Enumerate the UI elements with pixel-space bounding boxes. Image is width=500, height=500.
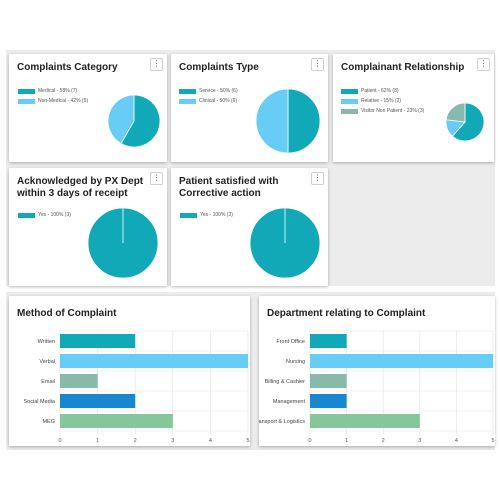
bar[interactable] — [310, 374, 347, 388]
pie-slice[interactable] — [287, 88, 321, 154]
bar[interactable] — [60, 334, 136, 348]
chart-legend: Service - 50% (6) Clinical - 50% (6) — [179, 86, 238, 106]
card-menu-button[interactable]: ⋮ — [150, 58, 163, 71]
card-menu-button[interactable]: ⋮ — [477, 58, 490, 71]
bar[interactable] — [310, 334, 347, 348]
card-title: Method of Complaint — [17, 308, 117, 319]
legend-item: Visitor Non Patient - 23% (3) — [341, 106, 424, 116]
pie-chart — [255, 88, 321, 154]
category-label: Transport & Logistics — [259, 419, 305, 425]
legend-item: Yes - 100% (3) — [18, 210, 71, 220]
card-title: Complaints Type — [179, 62, 259, 73]
bar[interactable] — [310, 354, 493, 368]
card-title: Complaints Category — [17, 62, 118, 73]
x-tick-label: 4 — [209, 438, 212, 444]
complaints-category-card: Complaints Category ⋮ Medical - 58% (7) … — [9, 54, 167, 162]
pie-slice[interactable] — [445, 102, 466, 123]
card-title: Patient satisfied with Corrective action — [179, 176, 279, 199]
pie-chart — [87, 207, 159, 279]
legend-swatch — [341, 88, 358, 94]
legend-swatch — [18, 98, 35, 104]
card-title: Complainant Relationship — [341, 62, 465, 73]
legend-swatch — [179, 88, 196, 94]
x-tick-label: 2 — [134, 438, 137, 444]
category-label: Billing & Cashier — [265, 379, 306, 385]
pie-slice[interactable] — [120, 94, 161, 148]
pie-slice[interactable] — [107, 94, 135, 145]
legend-label: Yes - 100% (3) — [38, 212, 71, 218]
legend-label: Patient - 62% (8) — [361, 88, 399, 94]
legend-item: Medical - 58% (7) — [18, 86, 88, 96]
department-complaint-card: Department relating to Complaint 0 1 2 3 4 5 F… — [259, 296, 495, 446]
bar[interactable] — [60, 354, 248, 368]
card-title: Department relating to Complaint — [267, 308, 426, 319]
x-tick-label: 5 — [491, 438, 494, 444]
card-menu-button[interactable]: ⋮ — [311, 172, 324, 185]
x-tick-label: 2 — [382, 438, 385, 444]
pie-chart — [445, 102, 485, 142]
x-tick-label: 1 — [345, 438, 348, 444]
x-tick-label: 0 — [308, 438, 311, 444]
complainant-relationship-card: Complainant Relationship ⋮ Patient - 62%… — [333, 54, 494, 162]
chart-legend: Patient - 62% (8) Relative - 15% (2) Vis… — [341, 86, 424, 116]
legend-item: Clinical - 50% (6) — [179, 96, 238, 106]
bar[interactable] — [60, 374, 98, 388]
legend-item: Service - 50% (6) — [179, 86, 238, 96]
legend-swatch — [180, 212, 197, 218]
bar-chart: 0 1 2 3 4 5 Written Verbal Email Social Media MEG — [24, 330, 250, 444]
legend-label: Clinical - 50% (6) — [199, 98, 238, 104]
legend-label: Yes - 100% (3) — [200, 212, 233, 218]
bar[interactable] — [60, 394, 136, 408]
category-label: Written — [38, 339, 55, 345]
x-tick-label: 3 — [171, 438, 174, 444]
x-tick-label: 4 — [455, 438, 458, 444]
pie-slice[interactable] — [255, 88, 289, 154]
bar[interactable] — [310, 414, 420, 428]
category-label: Nursing — [286, 359, 305, 365]
card-menu-button[interactable]: ⋮ — [311, 58, 324, 71]
complaints-type-card: Complaints Type ⋮ Service - 50% (6) Clin… — [171, 54, 328, 162]
method-of-complaint-card: Method of Complaint 0 1 2 3 4 5 Written Verbal E… — [9, 296, 250, 446]
legend-item: Relative - 15% (2) — [341, 96, 424, 106]
legend-label: Visitor Non Patient - 23% (3) — [361, 108, 425, 114]
pie-chart — [107, 94, 161, 148]
legend-item: Yes - 100% (3) — [180, 210, 233, 220]
x-tick-label: 3 — [418, 438, 421, 444]
chart-legend: Medical - 58% (7) Non-Medical - 42% (5) — [18, 86, 88, 106]
chart-legend: Yes - 100% (3) — [18, 210, 71, 220]
pie-slice[interactable] — [451, 102, 485, 142]
legend-swatch — [179, 98, 196, 104]
bar[interactable] — [60, 414, 173, 428]
x-tick-label: 1 — [96, 438, 99, 444]
legend-label: Non-Medical - 42% (5) — [38, 98, 89, 104]
bar[interactable] — [310, 394, 347, 408]
legend-swatch — [341, 98, 358, 104]
patient-satisfied-card: Patient satisfied with Corrective action… — [171, 168, 328, 286]
legend-item: Patient - 62% (8) — [341, 86, 424, 96]
legend-swatch — [18, 88, 35, 94]
category-label: Social Media — [24, 399, 56, 405]
category-label: Management — [273, 399, 306, 405]
legend-swatch — [341, 108, 358, 114]
card-title: Acknowledged by PX Dept within 3 days of… — [17, 176, 144, 199]
bar-chart: 0 1 2 3 4 5 Front Office Nursing Billing & Cashi… — [259, 330, 495, 444]
chart-legend: Yes - 100% (3) — [180, 210, 233, 220]
category-label: Verbal — [39, 359, 55, 365]
legend-label: Medical - 58% (7) — [38, 88, 78, 94]
category-label: MEG — [42, 419, 55, 425]
pie-chart — [249, 207, 321, 279]
category-label: Email — [41, 379, 55, 385]
card-menu-button[interactable]: ⋮ — [150, 172, 163, 185]
legend-label: Service - 50% (6) — [199, 88, 238, 94]
legend-label: Relative - 15% (2) — [361, 98, 402, 104]
x-tick-label: 0 — [58, 438, 61, 444]
legend-swatch — [18, 212, 35, 218]
legend-item: Non-Medical - 42% (5) — [18, 96, 88, 106]
category-label: Front Office — [276, 339, 305, 345]
acknowledged-card: Acknowledged by PX Dept within 3 days of… — [9, 168, 167, 286]
x-tick-label: 5 — [246, 438, 249, 444]
